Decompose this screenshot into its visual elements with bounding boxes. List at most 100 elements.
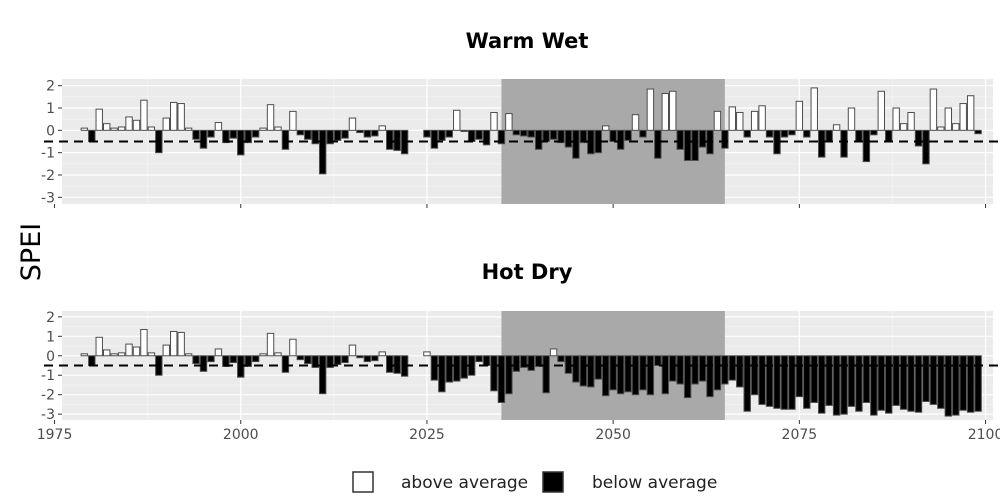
bar-2014 [341, 129, 349, 139]
bar-2074 [788, 355, 796, 410]
bar-2075 [795, 100, 804, 131]
bar-2062 [698, 129, 707, 148]
y-axis-label: SPEI [16, 223, 47, 281]
y-tick-label: -2 [41, 388, 55, 404]
bar-2068 [743, 355, 751, 412]
y-tick-label: 2 [46, 79, 55, 95]
y-tick-label: 1 [46, 329, 55, 345]
bar-1991 [170, 101, 178, 131]
bar-1993 [184, 353, 193, 357]
bar-2028 [445, 129, 453, 138]
bar-2034 [490, 111, 498, 131]
legend-key-below-average [542, 471, 564, 493]
bar-2078 [817, 129, 826, 158]
bar-1996 [207, 129, 215, 138]
bar-2017 [363, 355, 372, 363]
bar-2045 [572, 355, 580, 383]
bar-2070 [758, 355, 766, 405]
bar-2001 [244, 355, 252, 367]
bar-2029 [453, 109, 461, 131]
bar-1984 [117, 126, 126, 131]
bar-1986 [132, 346, 141, 357]
bar-2030 [460, 355, 468, 379]
bar-2093 [929, 355, 938, 405]
bar-1988 [147, 126, 156, 131]
bar-2079 [825, 355, 833, 406]
bar-2043 [557, 129, 565, 144]
bar-2028 [445, 355, 453, 383]
bar-2027 [438, 355, 446, 393]
bar-2086 [877, 355, 885, 411]
bar-2025 [423, 351, 431, 357]
bar-2019 [378, 351, 386, 357]
y-tick-label: 0 [46, 123, 55, 139]
bar-1987 [140, 99, 148, 131]
bar-2060 [683, 129, 692, 161]
bar-2009 [304, 355, 312, 365]
bar-2005 [274, 352, 282, 357]
x-tick-label: 1975 [37, 427, 73, 443]
bar-2052 [624, 355, 632, 393]
bar-2071 [765, 129, 774, 138]
bar-2032 [475, 129, 483, 140]
bar-2042 [549, 129, 558, 140]
bar-2053 [631, 114, 640, 131]
legend-key-above-average [352, 471, 374, 493]
y-tick-label: 0 [46, 349, 55, 365]
bar-1985 [125, 116, 133, 131]
bar-2080 [832, 124, 841, 131]
bar-1979 [80, 353, 89, 357]
bar-2069 [750, 110, 759, 131]
bar-2084 [862, 355, 871, 403]
bar-2051 [616, 355, 625, 395]
bar-1994 [192, 355, 200, 365]
bar-1995 [199, 129, 208, 149]
bar-2017 [363, 129, 372, 138]
bar-2069 [750, 355, 759, 396]
bar-2000 [237, 129, 245, 156]
bar-2073 [780, 129, 789, 138]
legend-label-below-average: below average [592, 473, 717, 493]
bar-2039 [527, 129, 535, 138]
bar-2067 [736, 111, 744, 131]
bar-1982 [102, 123, 111, 131]
bar-2034 [490, 355, 498, 392]
bar-2090 [907, 355, 915, 412]
bar-2090 [907, 111, 915, 131]
bar-2064 [713, 355, 722, 391]
bar-1990 [162, 117, 170, 131]
bar-2010 [311, 129, 319, 145]
bar-2075 [795, 355, 804, 398]
bar-2027 [438, 129, 446, 141]
bar-2076 [803, 355, 811, 409]
bar-2008 [296, 129, 305, 136]
bar-1993 [184, 127, 193, 131]
bar-2055 [646, 355, 655, 396]
bar-2038 [520, 129, 528, 137]
bar-2066 [728, 106, 737, 131]
bar-2054 [639, 355, 647, 391]
bar-2020 [386, 129, 394, 150]
bar-2098 [966, 95, 975, 131]
bar-1980 [88, 355, 96, 366]
bar-2071 [765, 355, 774, 407]
bar-1987 [140, 328, 148, 357]
bar-2018 [371, 355, 379, 362]
bar-2043 [557, 355, 565, 363]
bar-2053 [631, 355, 640, 396]
bar-2042 [549, 348, 558, 357]
bar-2096 [952, 355, 960, 416]
bar-2060 [683, 355, 692, 399]
bar-2050 [609, 129, 617, 142]
bar-2026 [430, 355, 439, 381]
bar-2083 [855, 355, 863, 412]
bar-2067 [736, 355, 744, 388]
bar-2021 [393, 129, 401, 151]
bar-1983 [110, 353, 118, 357]
bar-2009 [304, 129, 312, 140]
bar-1982 [102, 349, 111, 357]
bar-2030 [460, 129, 468, 132]
bar-1996 [207, 355, 215, 363]
bar-2059 [676, 129, 684, 150]
bar-2001 [244, 129, 252, 144]
